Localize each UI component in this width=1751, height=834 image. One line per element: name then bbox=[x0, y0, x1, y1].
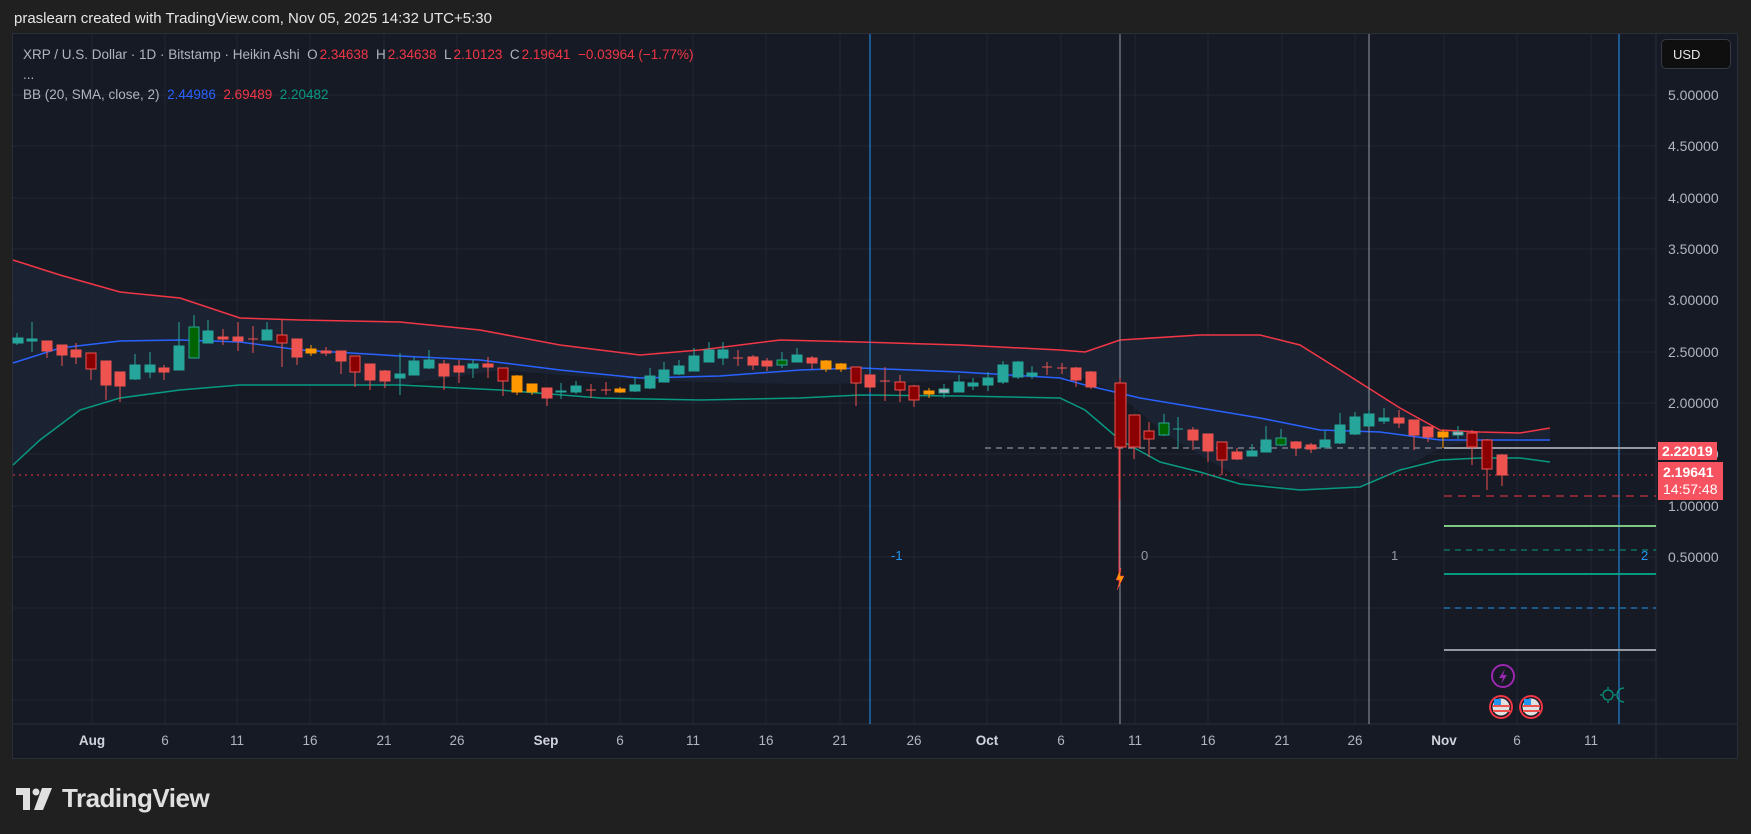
x-tick: Oct bbox=[975, 733, 999, 748]
high-value: 2.34638 bbox=[387, 47, 437, 62]
x-tick: 21 bbox=[1274, 733, 1290, 748]
x-tick: 11 bbox=[685, 733, 701, 748]
fib-label-minus1: -1 bbox=[891, 548, 903, 563]
x-tick: 21 bbox=[832, 733, 848, 748]
x-tick: 16 bbox=[302, 733, 318, 748]
chart-legend: XRP / U.S. Dollar · 1D · Bitstamp · Heik… bbox=[23, 45, 694, 105]
bb-indicator-row: BB (20, SMA, close, 2) 2.44986 2.69489 2… bbox=[23, 85, 694, 105]
open-value: 2.34638 bbox=[319, 47, 369, 62]
tradingview-logo-icon bbox=[16, 787, 52, 810]
bb-lower-value: 2.20482 bbox=[279, 87, 329, 102]
last-price-label: 2.19641 14:57:48 bbox=[1658, 462, 1723, 500]
change-value: −0.03964 (−1.77%) bbox=[577, 47, 694, 62]
bb-basis-value: 2.44986 bbox=[167, 87, 216, 102]
symbol-row: XRP / U.S. Dollar · 1D · Bitstamp · Heik… bbox=[23, 47, 694, 62]
grid-horizontal bbox=[13, 94, 1656, 701]
x-tick: 6 bbox=[1513, 733, 1521, 748]
y-tick: 2.00000 bbox=[1668, 395, 1719, 411]
currency-button[interactable]: USD bbox=[1661, 39, 1731, 69]
x-tick: 6 bbox=[161, 733, 169, 748]
bb-upper-line bbox=[12, 259, 1551, 434]
symbol-title[interactable]: XRP / U.S. Dollar · 1D · Bitstamp · Heik… bbox=[23, 47, 300, 62]
close-value: 2.19641 bbox=[521, 47, 571, 62]
x-tick: 26 bbox=[1347, 733, 1363, 748]
fib-label-2: 2 bbox=[1641, 548, 1649, 563]
fib-label-1: 1 bbox=[1391, 548, 1399, 563]
x-tick: 6 bbox=[1057, 733, 1065, 748]
level-price-label: 2.22019 bbox=[1658, 442, 1717, 460]
x-tick: Nov bbox=[1431, 733, 1457, 748]
us-flag-event-icon-1 bbox=[1489, 695, 1513, 719]
y-tick: 1.00000 bbox=[1668, 498, 1719, 514]
y-tick: 2.50000 bbox=[1668, 344, 1719, 360]
logo-text: TradingView bbox=[62, 783, 210, 813]
us-flag-event-icon-2 bbox=[1519, 695, 1543, 719]
y-tick: 5.00000 bbox=[1668, 87, 1719, 103]
chart-frame[interactable] bbox=[12, 33, 1738, 759]
x-tick: 26 bbox=[449, 733, 465, 748]
fib-label-0: 0 bbox=[1141, 548, 1149, 563]
x-tick: Sep bbox=[533, 733, 559, 748]
bb-indicator-label[interactable]: BB (20, SMA, close, 2) bbox=[23, 87, 160, 102]
y-tick: 4.00000 bbox=[1668, 190, 1719, 206]
chart-caption: praslearn created with TradingView.com, … bbox=[14, 10, 492, 27]
candles bbox=[12, 315, 1508, 500]
sun-moon-icon bbox=[1600, 687, 1625, 703]
x-tick: 26 bbox=[906, 733, 922, 748]
x-tick: 11 bbox=[229, 733, 245, 748]
x-tick: 6 bbox=[616, 733, 624, 748]
tradingview-logo[interactable]: TradingView bbox=[16, 783, 210, 814]
last-price-value: 2.19641 bbox=[1663, 464, 1714, 480]
x-tick: 11 bbox=[1583, 733, 1599, 748]
x-tick: 16 bbox=[758, 733, 774, 748]
x-tick: 16 bbox=[1200, 733, 1216, 748]
bar-countdown: 14:57:48 bbox=[1663, 481, 1718, 497]
x-tick: 11 bbox=[1127, 733, 1143, 748]
bb-lower-line bbox=[12, 384, 1551, 491]
y-tick: 3.00000 bbox=[1668, 292, 1719, 308]
low-value: 2.10123 bbox=[453, 47, 503, 62]
x-tick: 21 bbox=[376, 733, 392, 748]
bb-band-fill bbox=[13, 260, 1550, 490]
earnings-event-icon bbox=[1491, 664, 1515, 688]
x-tick: Aug bbox=[78, 733, 106, 748]
y-tick: 3.50000 bbox=[1668, 241, 1719, 257]
lightning-event-icon bbox=[1115, 567, 1125, 591]
bb-upper-value: 2.69489 bbox=[223, 87, 273, 102]
more-toggle[interactable]: ... bbox=[23, 67, 35, 82]
y-tick: 0.50000 bbox=[1668, 549, 1719, 565]
y-tick: 4.50000 bbox=[1668, 138, 1719, 154]
